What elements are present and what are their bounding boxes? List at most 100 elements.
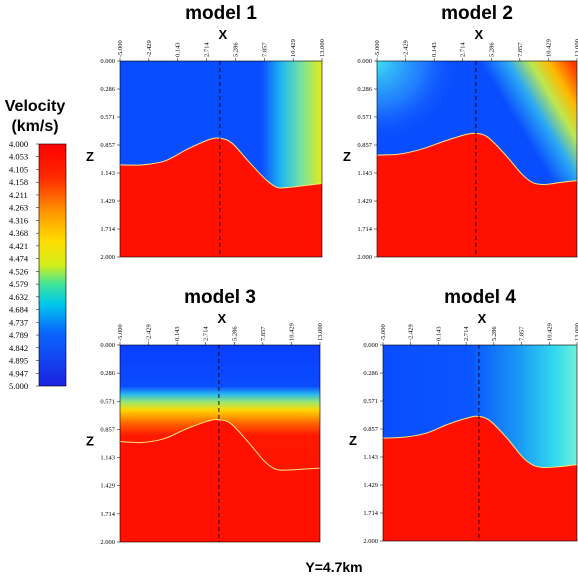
colorbar-tick-labels: 4.000 4.053 4.105 4.158 4.211 4.263 4.316 4.368… <box>9 139 39 391</box>
x-tick-label: 2.714 <box>460 42 467 57</box>
colorbar-tick-label: 4.526 <box>9 266 28 276</box>
z-axis-label: Z <box>343 149 351 164</box>
y-tick-label: 1.429 <box>100 198 115 205</box>
interface-line <box>377 132 577 185</box>
interface-line <box>383 415 577 469</box>
y-tick-label: 0.857 <box>357 142 372 149</box>
x-tick-label: 2.714 <box>463 326 470 341</box>
x-tick-label: -2.429 <box>408 324 415 341</box>
x-tick-label: 7.857 <box>519 326 526 341</box>
x-axis-label: X <box>219 27 228 42</box>
x-tick-label: -2.429 <box>403 40 410 57</box>
x-tick-label: 5.286 <box>488 42 495 57</box>
model-heatmap <box>377 61 577 257</box>
x-tick-label: 13.000 <box>317 323 324 341</box>
x-tick-label: 13.000 <box>319 39 326 57</box>
y-tick-label: 0.000 <box>100 342 115 349</box>
x-tick-label: 10.429 <box>290 39 297 57</box>
colorbar-tick-label: 4.474 <box>9 254 29 264</box>
colorbar: Velocity (km/s) 4.000 4.053 4.105 4.158 4.21… <box>5 98 67 391</box>
y-tick-label: 0.286 <box>363 370 378 377</box>
y-tick-label: 0.286 <box>100 86 115 93</box>
colorbar-tick-label: 4.579 <box>9 279 28 289</box>
y-tick-label: 1.714 <box>100 226 115 233</box>
y-tick-label: 0.286 <box>357 86 372 93</box>
y-tick-label: 0.571 <box>363 398 378 405</box>
interface-line <box>120 137 322 189</box>
x-axis-label: X <box>478 311 487 326</box>
colorbar-tick-label: 4.895 <box>9 356 28 366</box>
lower-halfspace <box>377 133 577 257</box>
colorbar-tick-label: 4.737 <box>9 317 28 327</box>
x-tick-label: 13.000 <box>574 39 578 57</box>
model-panels: model 1 X Z -5.000 -2.429 0.143 2.714 5.286 7.85… <box>86 3 578 546</box>
model-heatmap <box>120 345 320 542</box>
y-tick-label: 0.286 <box>100 370 115 377</box>
y-tick-label: 2.000 <box>100 254 115 261</box>
y-tick-label: 0.857 <box>100 426 115 433</box>
z-axis-label: Z <box>86 434 94 449</box>
lower-halfspace <box>383 416 577 541</box>
model-heatmap <box>120 61 322 257</box>
y-tick-label: 0.000 <box>357 58 372 65</box>
y-tick-label: 2.000 <box>363 538 378 545</box>
model-panel-1: model 1 X Z -5.000 -2.429 0.143 2.714 5.286 7.85… <box>86 3 326 261</box>
x-tick-label: 10.429 <box>288 323 295 341</box>
colorbar-tick-label: 4.105 <box>9 164 28 174</box>
y-tick-label: 1.714 <box>100 511 115 518</box>
y-tick-label: 1.714 <box>363 510 378 517</box>
y-tick-label: 0.571 <box>100 398 115 405</box>
x-tick-label: 2.714 <box>203 326 210 341</box>
colorbar-tick-label: 4.947 <box>9 368 28 378</box>
x-tick-label: -5.000 <box>374 40 381 57</box>
x-tick-label: 5.286 <box>232 42 239 57</box>
z-axis-label: Z <box>86 149 94 164</box>
x-tick-label: -2.429 <box>146 324 153 341</box>
colorbar-tick-label: 4.053 <box>9 152 28 162</box>
y-tick-label: 1.143 <box>363 454 378 461</box>
plot-frame <box>119 60 323 258</box>
y-tick-label: 1.429 <box>357 198 372 205</box>
panel-title: model 3 <box>184 287 256 308</box>
plot-frame <box>376 60 578 258</box>
z-axis-label: Z <box>349 433 357 448</box>
model-heatmap <box>383 345 577 541</box>
panel-title: model 4 <box>444 287 516 308</box>
lower-halfspace <box>120 419 320 542</box>
colorbar-tick-label: 4.158 <box>9 177 28 187</box>
x-tick-label: 2.714 <box>204 42 211 57</box>
panel-title: model 2 <box>441 3 513 24</box>
y-tick-label: 1.429 <box>363 482 378 489</box>
x-tick-label: -2.429 <box>146 40 153 57</box>
x-tick-label: 0.143 <box>435 326 442 341</box>
interface-line <box>120 419 320 471</box>
colorbar-title-line1: Velocity <box>5 98 66 115</box>
y-tick-label: 0.000 <box>100 58 115 65</box>
footer-label: Y=4.7km <box>305 559 362 575</box>
colorbar-tick-label: 4.000 <box>9 139 28 149</box>
y-tick-label: 0.857 <box>100 142 115 149</box>
x-tick-label: 13.000 <box>574 323 578 341</box>
plot-frame <box>382 344 578 542</box>
y-tick-label: 2.000 <box>100 539 115 546</box>
colorbar-tick-label: 4.789 <box>9 330 28 340</box>
colorbar-scale <box>38 143 67 387</box>
colorbar-tick-label: 4.316 <box>9 215 28 225</box>
colorbar-tick-label: 5.000 <box>9 381 28 391</box>
lower-halfspace <box>120 137 322 257</box>
x-axis-label: X <box>475 27 484 42</box>
model-panel-4: model 4 X Z -5.000 -2.429 0.143 2.714 5.286 7.85… <box>349 287 578 545</box>
y-tick-label: 2.000 <box>357 254 372 261</box>
x-tick-label: 7.857 <box>517 42 524 57</box>
colorbar-tick-label: 4.263 <box>9 203 28 213</box>
x-tick-label: 5.286 <box>231 326 238 341</box>
y-tick-label: 1.714 <box>357 226 372 233</box>
x-tick-label: -5.000 <box>117 324 124 341</box>
y-tick-label: 1.143 <box>100 455 115 462</box>
panel-title: model 1 <box>185 3 257 24</box>
plot-frame <box>119 344 321 543</box>
y-tick-label: 0.000 <box>363 342 378 349</box>
colorbar-tick-label: 4.632 <box>9 292 28 302</box>
x-tick-label: 7.857 <box>261 42 268 57</box>
x-tick-label: 10.429 <box>546 323 553 341</box>
